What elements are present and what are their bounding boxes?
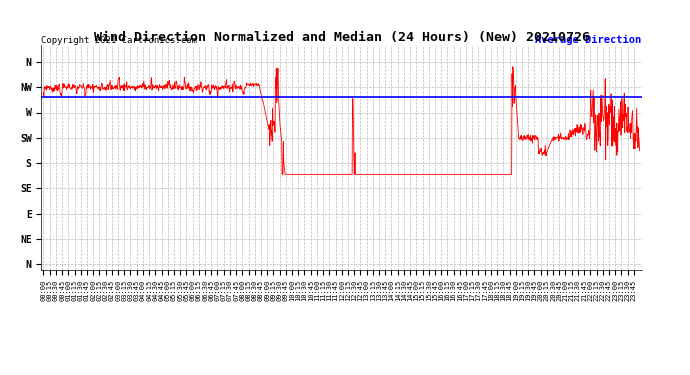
Title: Wind Direction Normalized and Median (24 Hours) (New) 20210726: Wind Direction Normalized and Median (24… [94,31,589,44]
Text: Copyright 2021 Cartronics.com: Copyright 2021 Cartronics.com [41,36,197,45]
Text: Average Direction: Average Direction [535,35,642,45]
